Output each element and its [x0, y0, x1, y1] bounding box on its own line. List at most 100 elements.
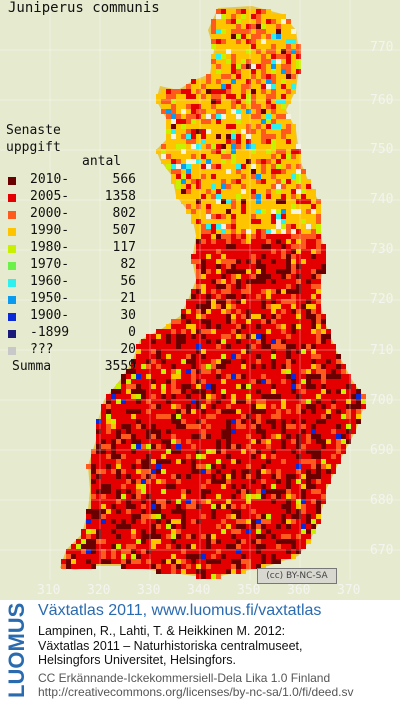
occurrence-cell — [316, 374, 321, 379]
occurrence-cell — [186, 489, 191, 494]
occurrence-cell — [216, 519, 221, 524]
occurrence-cell — [281, 274, 286, 279]
occurrence-cell — [331, 384, 336, 389]
occurrence-cell — [261, 129, 266, 134]
occurrence-cell — [301, 194, 306, 199]
occurrence-cell — [156, 464, 161, 469]
occurrence-cell — [266, 529, 271, 534]
occurrence-cell — [296, 499, 301, 504]
occurrence-cell — [201, 429, 206, 434]
occurrence-cell — [261, 444, 266, 449]
occurrence-cell — [191, 79, 196, 84]
occurrence-cell — [171, 364, 176, 369]
occurrence-cell — [266, 129, 271, 134]
occurrence-cell — [246, 264, 251, 269]
occurrence-cell — [236, 109, 241, 114]
occurrence-cell — [131, 509, 136, 514]
occurrence-cell — [216, 404, 221, 409]
occurrence-cell — [256, 549, 261, 554]
occurrence-cell — [196, 224, 201, 229]
occurrence-cell — [216, 154, 221, 159]
occurrence-cell — [256, 529, 261, 534]
occurrence-cell — [226, 164, 231, 169]
occurrence-cell — [221, 469, 226, 474]
occurrence-cell — [236, 479, 241, 484]
occurrence-cell — [111, 454, 116, 459]
occurrence-cell — [116, 554, 121, 559]
occurrence-cell — [251, 454, 256, 459]
occurrence-cell — [241, 399, 246, 404]
occurrence-cell — [81, 534, 86, 539]
occurrence-cell — [216, 199, 221, 204]
occurrence-cell — [276, 464, 281, 469]
occurrence-cell — [191, 409, 196, 414]
occurrence-cell — [101, 454, 106, 459]
occurrence-cell — [246, 134, 251, 139]
occurrence-cell — [121, 429, 126, 434]
occurrence-cell — [281, 119, 286, 124]
occurrence-cell — [256, 189, 261, 194]
occurrence-cell — [276, 509, 281, 514]
occurrence-cell — [286, 554, 291, 559]
occurrence-cell — [201, 344, 206, 349]
occurrence-cell — [241, 379, 246, 384]
occurrence-cell — [196, 489, 201, 494]
occurrence-cell — [336, 369, 341, 374]
occurrence-cell — [316, 454, 321, 459]
occurrence-cell — [106, 494, 111, 499]
occurrence-cell — [256, 64, 261, 69]
occurrence-cell — [231, 404, 236, 409]
occurrence-cell — [211, 249, 216, 254]
occurrence-cell — [226, 509, 231, 514]
occurrence-cell — [201, 114, 206, 119]
occurrence-cell — [251, 274, 256, 279]
occurrence-cell — [106, 509, 111, 514]
occurrence-cell — [231, 449, 236, 454]
occurrence-cell — [276, 129, 281, 134]
occurrence-cell — [231, 324, 236, 329]
occurrence-cell — [176, 549, 181, 554]
occurrence-cell — [266, 134, 271, 139]
occurrence-cell — [246, 219, 251, 224]
occurrence-cell — [111, 389, 116, 394]
occurrence-cell — [256, 329, 261, 334]
occurrence-cell — [196, 444, 201, 449]
occurrence-cell — [311, 429, 316, 434]
occurrence-cell — [296, 49, 301, 54]
occurrence-cell — [276, 424, 281, 429]
occurrence-cell — [121, 504, 126, 509]
occurrence-cell — [296, 309, 301, 314]
occurrence-cell — [326, 474, 331, 479]
occurrence-cell — [266, 104, 271, 109]
occurrence-cell — [311, 344, 316, 349]
occurrence-cell — [206, 294, 211, 299]
occurrence-cell — [261, 134, 266, 139]
occurrence-cell — [231, 199, 236, 204]
occurrence-cell — [206, 179, 211, 184]
occurrence-cell — [266, 229, 271, 234]
occurrence-cell — [276, 239, 281, 244]
occurrence-cell — [251, 479, 256, 484]
occurrence-cell — [206, 574, 211, 579]
occurrence-cell — [331, 439, 336, 444]
occurrence-cell — [291, 229, 296, 234]
occurrence-cell — [116, 464, 121, 469]
atlas-link[interactable]: Växtatlas 2011, www.luomus.fi/vaxtatlas — [38, 602, 322, 619]
occurrence-cell — [326, 394, 331, 399]
occurrence-cell — [96, 454, 101, 459]
occurrence-cell — [166, 349, 171, 354]
occurrence-cell — [161, 564, 166, 569]
occurrence-cell — [221, 64, 226, 69]
occurrence-cell — [191, 349, 196, 354]
occurrence-cell — [201, 339, 206, 344]
occurrence-cell — [251, 284, 256, 289]
occurrence-cell — [86, 549, 91, 554]
occurrence-cell — [236, 474, 241, 479]
license-url[interactable]: http://creativecommons.org/licenses/by-n… — [38, 685, 354, 699]
occurrence-cell — [221, 204, 226, 209]
occurrence-cell — [161, 379, 166, 384]
occurrence-cell — [281, 319, 286, 324]
occurrence-cell — [111, 424, 116, 429]
occurrence-cell — [216, 144, 221, 149]
occurrence-cell — [311, 449, 316, 454]
